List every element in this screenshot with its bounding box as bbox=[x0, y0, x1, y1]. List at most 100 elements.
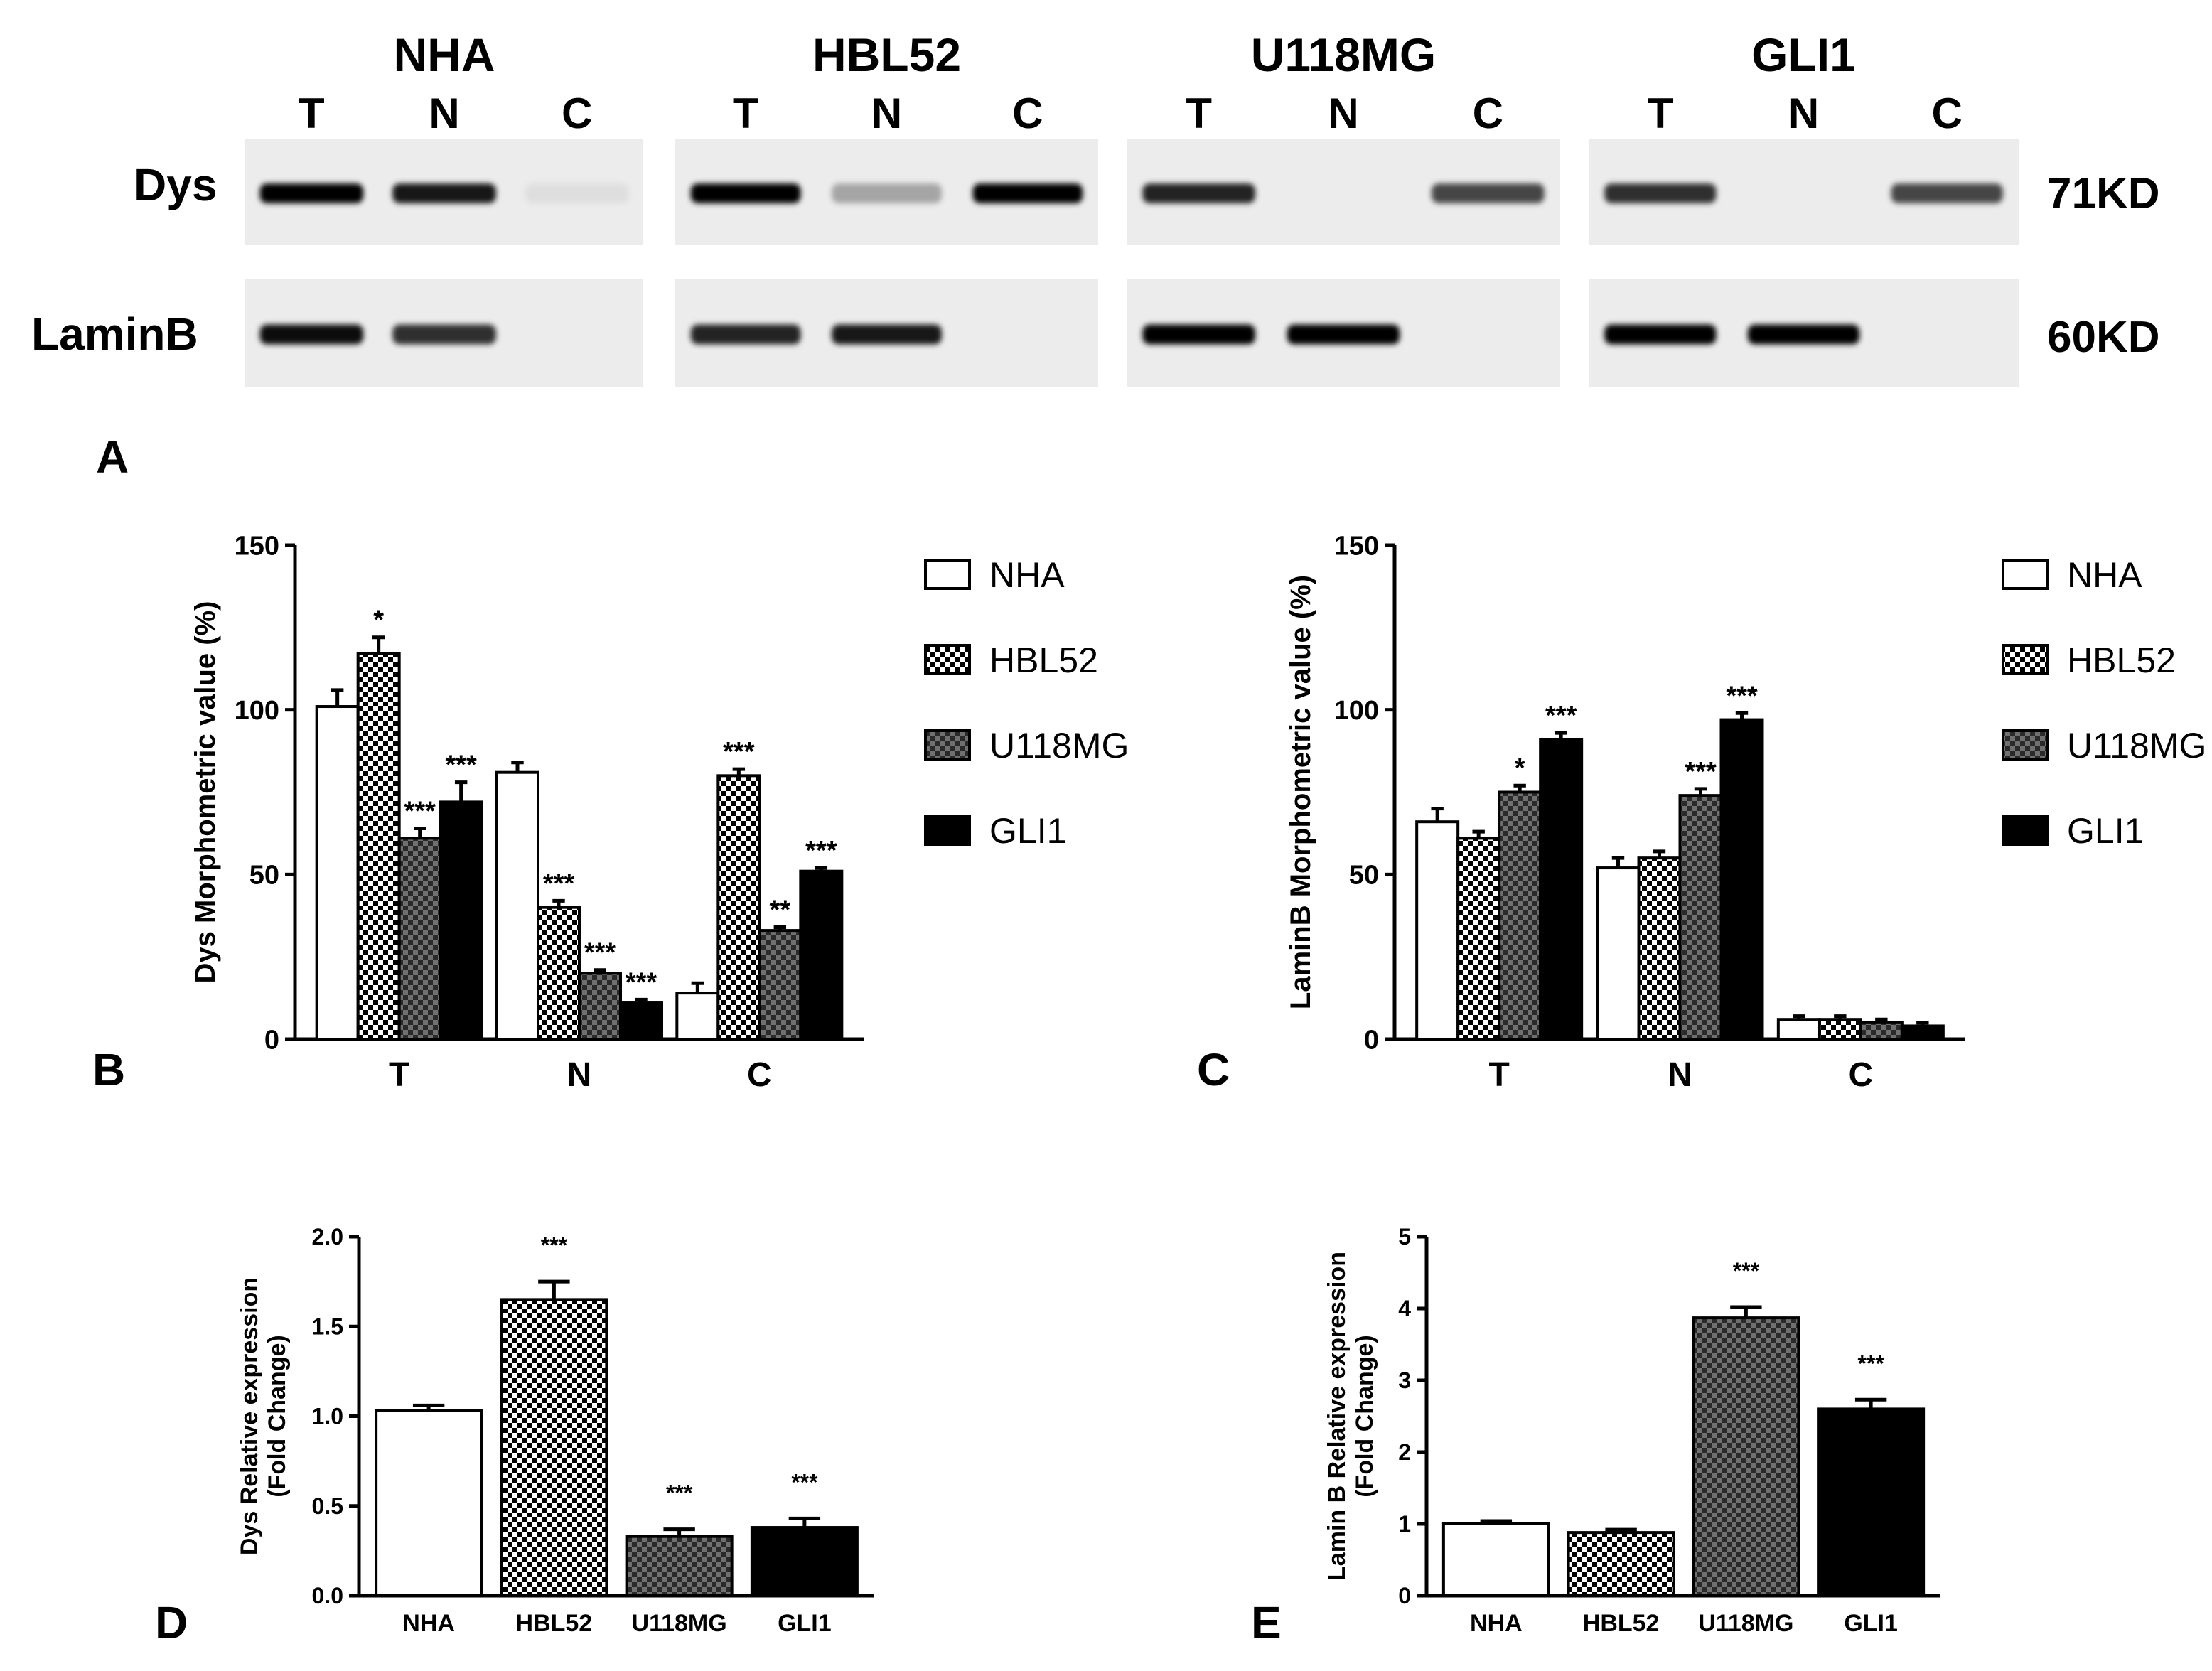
significance-stars: *** bbox=[445, 751, 477, 780]
significance-stars: *** bbox=[404, 796, 436, 826]
blot-lane-label: T bbox=[1186, 90, 1212, 137]
x-tick-label: NHA bbox=[402, 1610, 455, 1637]
y-axis-label: LaminB Morphometric value (%) bbox=[1285, 575, 1316, 1009]
blot-band bbox=[1747, 324, 1860, 345]
blot-lane-label: N bbox=[429, 90, 459, 137]
significance-stars: *** bbox=[805, 836, 837, 866]
blot-band bbox=[832, 183, 942, 203]
blot-lane-label: T bbox=[733, 90, 759, 137]
legend-swatch bbox=[924, 559, 971, 590]
bar bbox=[1719, 718, 1764, 1041]
legend-label: GLI1 bbox=[989, 811, 1066, 851]
blot-lane-label: T bbox=[1648, 90, 1674, 137]
blot-band bbox=[1287, 324, 1400, 345]
chart-panel-e: 0 1 2 3 4 5 Lamin B Relative expression (Fold C… bbox=[1251, 1224, 1940, 1648]
legend-label: GLI1 bbox=[2067, 811, 2144, 851]
legend-swatch bbox=[2002, 815, 2049, 846]
x-tick-label: U118MG bbox=[1698, 1610, 1793, 1637]
bar bbox=[495, 770, 539, 1041]
x-tick-label: HBL52 bbox=[1583, 1610, 1660, 1637]
y-tick-label: 0.5 bbox=[312, 1493, 343, 1519]
blot-band bbox=[1604, 324, 1717, 345]
y-tick-label: 3 bbox=[1398, 1368, 1411, 1393]
blot-cell-line-label: HBL52 bbox=[812, 28, 961, 81]
significance-stars: *** bbox=[541, 1232, 568, 1258]
significance-stars: *** bbox=[1733, 1258, 1760, 1284]
blot-band bbox=[525, 183, 629, 203]
blot-size-label-71kd: 71KD bbox=[2047, 169, 2160, 218]
x-tick-label: T bbox=[389, 1056, 409, 1094]
legend-swatch bbox=[2002, 559, 2049, 590]
y-tick-label: 4 bbox=[1398, 1296, 1411, 1321]
bar bbox=[625, 1535, 734, 1598]
y-tick-label: 0.0 bbox=[312, 1583, 343, 1608]
bar bbox=[315, 705, 360, 1041]
legend-swatch bbox=[924, 729, 971, 761]
bar bbox=[1817, 1407, 1926, 1598]
bar bbox=[716, 774, 761, 1041]
blot-lane-label: N bbox=[871, 90, 902, 137]
bar bbox=[439, 800, 483, 1041]
blot-band bbox=[1891, 183, 2003, 203]
x-tick-label: N bbox=[1668, 1056, 1692, 1094]
legend-label: HBL52 bbox=[2067, 640, 2176, 680]
bar bbox=[799, 869, 844, 1041]
legend-swatch bbox=[2002, 729, 2049, 761]
bar bbox=[1441, 1522, 1550, 1597]
blot-lane-label: C bbox=[1473, 90, 1503, 137]
bar bbox=[1415, 820, 1460, 1041]
x-tick-label: C bbox=[1848, 1056, 1873, 1094]
y-tick-label: 50 bbox=[249, 861, 279, 891]
bar bbox=[758, 929, 802, 1041]
x-tick-label: GLI1 bbox=[1844, 1610, 1898, 1637]
x-tick-label: C bbox=[747, 1056, 772, 1094]
bar bbox=[1692, 1316, 1800, 1597]
bar bbox=[1498, 790, 1542, 1041]
blot-row-label-laminb: LaminB bbox=[31, 308, 198, 360]
significance-stars: *** bbox=[626, 967, 657, 997]
western-blot-panel: A Dys LaminB 71KD 60KD NHA T N C HBL52 T N C U11… bbox=[31, 28, 2160, 483]
panel-letter-a: A bbox=[96, 431, 129, 483]
y-tick-label: 100 bbox=[1334, 696, 1379, 726]
blot-band bbox=[832, 324, 942, 345]
panel-letter: D bbox=[155, 1597, 188, 1648]
y-tick-label: 1 bbox=[1398, 1511, 1411, 1537]
panel-letter: E bbox=[1251, 1597, 1282, 1648]
y-tick-label: 0 bbox=[264, 1025, 279, 1055]
blot-band bbox=[690, 324, 801, 345]
bar bbox=[397, 837, 442, 1041]
blot-band bbox=[392, 183, 496, 203]
y-tick-label: 1.0 bbox=[312, 1404, 343, 1429]
bar bbox=[619, 1001, 663, 1041]
bar bbox=[1567, 1531, 1675, 1598]
legend-label: U118MG bbox=[989, 726, 1129, 765]
bar bbox=[578, 972, 622, 1041]
bar bbox=[375, 1409, 483, 1598]
blot-lane-label: N bbox=[1788, 90, 1819, 137]
y-axis-label: Lamin B Relative expression bbox=[1324, 1252, 1351, 1581]
blot-band bbox=[259, 183, 364, 203]
y-tick-label: 5 bbox=[1398, 1224, 1411, 1250]
blot-row-label-dys: Dys bbox=[134, 159, 217, 210]
y-tick-label: 100 bbox=[235, 696, 279, 726]
bar bbox=[1859, 1021, 1904, 1041]
bar bbox=[675, 992, 720, 1041]
significance-stars: *** bbox=[1685, 757, 1717, 787]
significance-stars: *** bbox=[1857, 1350, 1884, 1376]
y-tick-label: 0 bbox=[1398, 1583, 1411, 1608]
blot-band bbox=[1604, 183, 1717, 203]
bar bbox=[537, 906, 581, 1041]
legend-label: NHA bbox=[2067, 555, 2142, 595]
bar bbox=[1539, 738, 1584, 1041]
blot-band bbox=[392, 324, 496, 345]
significance-stars: *** bbox=[584, 938, 616, 968]
legend-label: NHA bbox=[989, 555, 1065, 595]
y-axis-label-line2: (Fold Change) bbox=[1351, 1335, 1378, 1498]
blot-band bbox=[972, 183, 1083, 203]
bar bbox=[500, 1298, 608, 1597]
blot-size-label-60kd: 60KD bbox=[2047, 313, 2160, 362]
panel-letter: B bbox=[92, 1044, 125, 1095]
chart-panel-c: 0 50 100 150 LaminB Morphometric value (%) C *… bbox=[1197, 531, 2206, 1095]
blot-band bbox=[1142, 183, 1255, 203]
